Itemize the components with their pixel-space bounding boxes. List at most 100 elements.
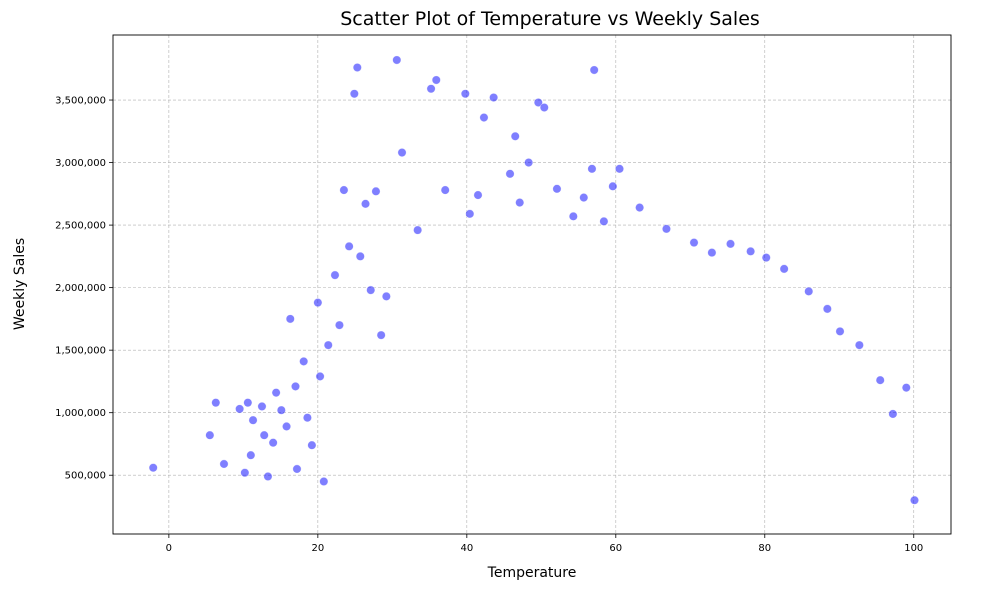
- y-tick-label: 2,000,000: [55, 283, 106, 294]
- data-point: [539, 103, 549, 113]
- x-axis-title: Temperature: [487, 565, 577, 581]
- data-point: [392, 55, 402, 65]
- data-point: [901, 383, 911, 393]
- data-point: [292, 464, 302, 474]
- data-point: [804, 286, 814, 296]
- data-point: [822, 304, 832, 314]
- data-point: [381, 291, 391, 301]
- data-point: [271, 388, 281, 398]
- data-point: [661, 224, 671, 234]
- y-tick-label: 2,500,000: [55, 221, 106, 232]
- data-point: [349, 89, 359, 99]
- data-point: [282, 421, 292, 431]
- data-point: [761, 253, 771, 263]
- y-tick-label: 3,500,000: [55, 96, 106, 107]
- data-point: [413, 225, 423, 235]
- data-point: [599, 216, 609, 226]
- data-point: [635, 203, 645, 213]
- data-point: [344, 241, 354, 251]
- data-point: [465, 209, 475, 219]
- data-point: [248, 415, 258, 425]
- x-tick-label: 20: [311, 543, 324, 554]
- x-axis: 0 20 40 60 80 100: [166, 534, 923, 554]
- y-axis: 500,000 1,000,000 1,500,000 2,000,000 2,500,…: [55, 96, 113, 482]
- data-point: [473, 190, 483, 200]
- data-point: [587, 164, 597, 174]
- x-tick-label: 40: [460, 543, 473, 554]
- data-point: [257, 401, 267, 411]
- data-point: [397, 148, 407, 158]
- data-point: [854, 340, 864, 350]
- data-point: [515, 198, 525, 208]
- data-point: [276, 405, 286, 415]
- data-point: [479, 113, 489, 123]
- data-point: [211, 398, 221, 408]
- data-point: [323, 340, 333, 350]
- data-point: [243, 398, 253, 408]
- y-axis-title: Weekly Sales: [12, 238, 28, 330]
- data-point: [426, 84, 436, 94]
- data-point: [313, 298, 323, 308]
- data-point: [489, 93, 499, 103]
- y-tick-label: 3,000,000: [55, 158, 106, 169]
- data-point: [524, 158, 534, 168]
- data-point: [510, 131, 520, 141]
- data-point: [339, 185, 349, 195]
- data-point: [263, 471, 273, 481]
- y-tick-label: 500,000: [65, 471, 106, 482]
- data-point: [910, 495, 920, 505]
- x-tick-label: 60: [609, 543, 622, 554]
- grid: [113, 35, 951, 534]
- data-point: [579, 193, 589, 203]
- data-point: [352, 63, 362, 73]
- data-point: [285, 314, 295, 324]
- data-point: [319, 476, 329, 486]
- data-point: [440, 185, 450, 195]
- data-point: [505, 169, 515, 179]
- data-point: [779, 264, 789, 274]
- x-tick-label: 100: [904, 543, 923, 554]
- x-tick-label: 80: [758, 543, 771, 554]
- data-point: [235, 404, 245, 414]
- y-tick-label: 1,000,000: [55, 408, 106, 419]
- data-point: [608, 181, 618, 191]
- data-point: [268, 438, 278, 448]
- data-point: [835, 326, 845, 336]
- data-point: [290, 381, 300, 391]
- data-point: [355, 251, 365, 261]
- data-point: [307, 440, 317, 450]
- data-point: [726, 239, 736, 249]
- data-point: [366, 285, 376, 295]
- data-point: [552, 184, 562, 194]
- data-point: [240, 468, 250, 478]
- data-point: [589, 65, 599, 75]
- y-tick-label: 1,500,000: [55, 346, 106, 357]
- data-point: [533, 98, 543, 108]
- data-point: [299, 356, 309, 366]
- data-point: [707, 248, 717, 258]
- data-point: [615, 164, 625, 174]
- data-point: [746, 246, 756, 256]
- data-point: [259, 430, 269, 440]
- data-points: [148, 55, 920, 505]
- plot-frame: [112, 34, 952, 535]
- data-point: [246, 450, 256, 460]
- data-point: [148, 463, 158, 473]
- data-point: [315, 371, 325, 381]
- data-point: [330, 270, 340, 280]
- data-point: [376, 330, 386, 340]
- data-point: [334, 320, 344, 330]
- x-tick-label: 0: [166, 543, 172, 554]
- data-point: [371, 186, 381, 196]
- data-point: [302, 413, 312, 423]
- data-point: [888, 409, 898, 419]
- data-point: [219, 459, 229, 469]
- chart-title: Scatter Plot of Temperature vs Weekly Sa…: [340, 8, 760, 30]
- data-point: [689, 238, 699, 248]
- data-point: [568, 211, 578, 221]
- data-point: [361, 199, 371, 209]
- data-point: [205, 430, 215, 440]
- data-point: [875, 375, 885, 385]
- data-point: [431, 75, 441, 85]
